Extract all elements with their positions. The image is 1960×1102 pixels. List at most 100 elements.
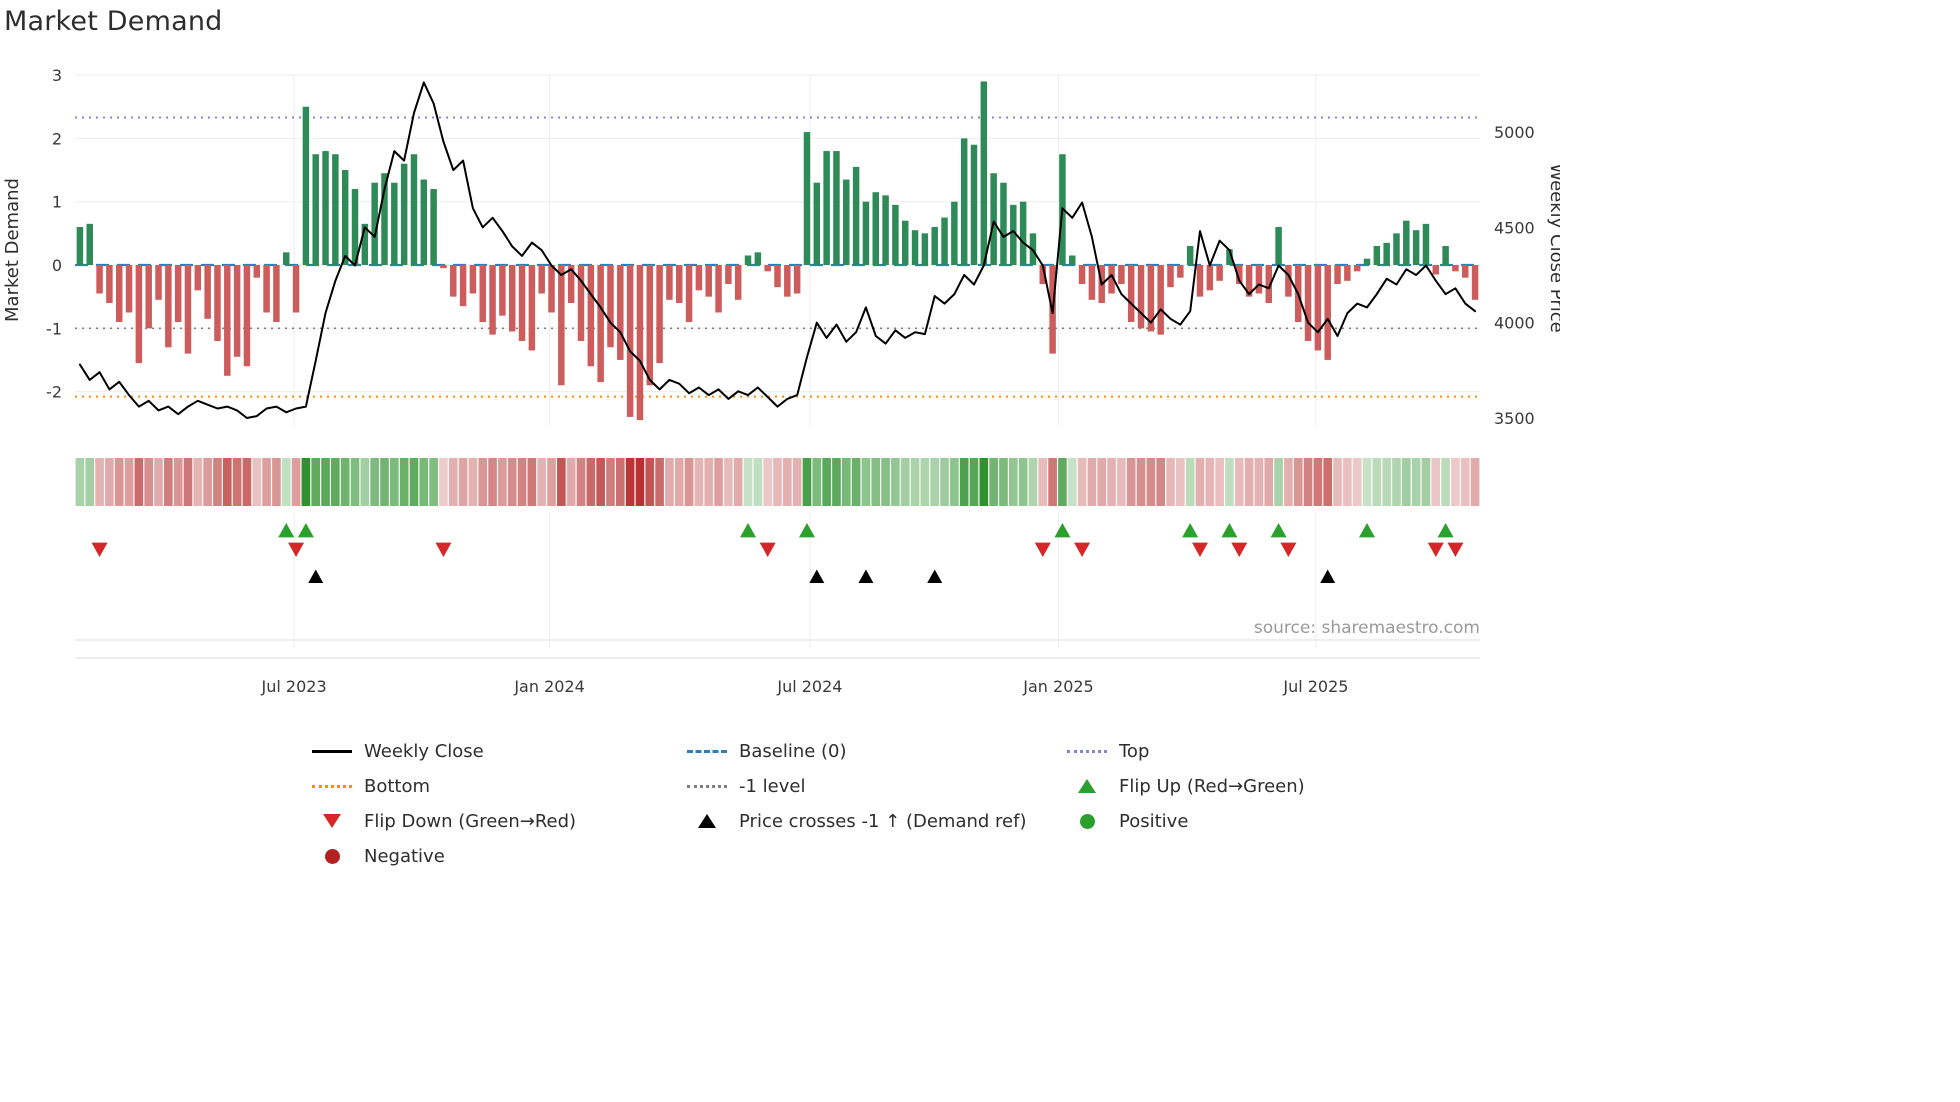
legend-flip-down-triangle-down-icon <box>323 814 341 828</box>
demand-bar-positive <box>76 227 84 265</box>
demand-bar-positive <box>1412 230 1420 265</box>
demand-bar-negative <box>607 265 614 348</box>
demand-bar-negative <box>1127 265 1135 322</box>
demand-bar-negative <box>705 265 712 297</box>
demand-bar-negative <box>1324 265 1331 360</box>
demand-bar-negative <box>558 265 565 386</box>
legend-flip-up-triangle-up-icon <box>1078 779 1096 793</box>
heatmap-cell <box>989 458 998 506</box>
demand-bar-positive <box>862 201 870 265</box>
legend-flip-up-label: Flip Up (Red→Green) <box>1119 775 1305 797</box>
demand-bar-negative <box>617 265 624 360</box>
heatmap-cell <box>360 458 370 506</box>
demand-bar-negative <box>1108 265 1115 294</box>
heatmap-cell <box>222 458 232 506</box>
flip-up-marker <box>1437 523 1454 538</box>
heatmap-cell <box>1038 458 1048 506</box>
legend-minus-one-level-label: -1 level <box>739 775 806 797</box>
legend-price-crosses-triangle-up-icon <box>698 814 716 828</box>
demand-bar-negative <box>626 265 634 417</box>
demand-bar-positive <box>813 182 821 265</box>
demand-bar-negative <box>764 265 771 272</box>
heatmap-cell <box>783 458 792 506</box>
demand-bar-negative <box>1432 265 1440 275</box>
demand-bar-negative <box>1344 265 1351 281</box>
flip-down-marker <box>1231 542 1248 557</box>
demand-bar-negative <box>1167 265 1174 288</box>
heatmap-cell <box>340 458 350 506</box>
demand-bar-positive <box>302 106 310 265</box>
demand-bar-positive <box>381 173 388 265</box>
heatmap-cell <box>468 458 478 506</box>
heatmap-cell <box>547 458 556 506</box>
demand-bar-negative <box>715 265 722 313</box>
demand-bar-negative <box>1285 265 1292 297</box>
demand-bar-negative <box>1177 265 1184 278</box>
demand-bar-positive <box>882 195 889 265</box>
legend-flip-down: Flip Down (Green→Red) <box>310 808 685 834</box>
flip-up-marker <box>1221 523 1238 538</box>
demand-bar-negative <box>577 265 585 341</box>
demand-bar-negative <box>155 265 162 300</box>
heatmap-cell <box>1048 458 1057 506</box>
demand-bar-positive <box>921 233 929 265</box>
right-axis-tick: 4500 <box>1494 218 1535 237</box>
demand-bar-negative <box>194 265 202 291</box>
heatmap-cell <box>999 458 1008 506</box>
demand-bar-positive <box>400 163 408 265</box>
heatmap-cell <box>1323 458 1333 506</box>
demand-heatmap-strip <box>75 458 1480 506</box>
heatmap-cell <box>812 458 822 506</box>
heatmap-cell <box>1215 458 1224 506</box>
heatmap-cell <box>861 458 871 506</box>
demand-bar-positive <box>332 154 339 265</box>
legend-positive-swatch-icon <box>1065 813 1109 829</box>
right-axis-title: Weekly Close Price <box>1546 163 1560 332</box>
heatmap-cell <box>1382 458 1391 506</box>
heatmap-cell <box>1234 458 1244 506</box>
demand-bar-positive <box>371 182 378 265</box>
heatmap-cell <box>871 458 881 506</box>
demand-bar-negative <box>1196 265 1204 297</box>
left-axis-title: Market Demand <box>2 178 23 322</box>
flip-down-marker <box>1034 542 1051 557</box>
demand-bar-positive <box>430 189 437 265</box>
demand-bar-negative <box>793 265 801 294</box>
heatmap-cell <box>684 458 694 506</box>
demand-bar-positive <box>1383 242 1390 265</box>
left-axis-tick: 2 <box>52 129 62 148</box>
heatmap-cell <box>851 458 861 506</box>
demand-bar-negative <box>1314 265 1322 351</box>
heatmap-cell <box>674 458 684 506</box>
heatmap-cell <box>105 458 114 506</box>
demand-bar-negative <box>1452 265 1459 272</box>
heatmap-cell <box>1244 458 1254 506</box>
demand-bar-positive <box>833 151 840 265</box>
heatmap-cell <box>272 458 281 506</box>
demand-bar-negative <box>499 265 506 316</box>
heatmap-cell <box>429 458 438 506</box>
heatmap-cell <box>802 458 812 506</box>
signal-markers <box>91 523 1464 583</box>
legend-bottom: Bottom <box>310 773 685 799</box>
price-cross-marker <box>927 569 943 583</box>
demand-bar-negative <box>1216 265 1223 281</box>
heatmap-cell <box>704 458 714 506</box>
demand-bar-positive <box>1226 249 1233 265</box>
flip-down-marker <box>435 542 452 557</box>
demand-bar-positive <box>391 182 398 265</box>
demand-bar-positive <box>1019 201 1027 265</box>
heatmap-cell <box>448 458 458 506</box>
heatmap-cell <box>370 458 379 506</box>
demand-bars <box>76 81 1479 421</box>
heatmap-cell <box>979 458 989 506</box>
demand-bar-negative <box>1147 265 1155 332</box>
flip-up-marker <box>1054 523 1071 538</box>
demand-bar-negative <box>548 265 555 313</box>
market-demand-chart: 3 2 1 0 -1 -2 5000 4500 4000 3500 Jul 2023 Jan 2024… <box>2 66 1560 696</box>
legend-positive-circle-icon <box>1079 813 1095 829</box>
heatmap-cell <box>399 458 409 506</box>
heatmap-cell <box>930 458 940 506</box>
demand-bar-negative <box>656 265 663 364</box>
legend-flip-down-swatch-icon <box>310 814 354 828</box>
